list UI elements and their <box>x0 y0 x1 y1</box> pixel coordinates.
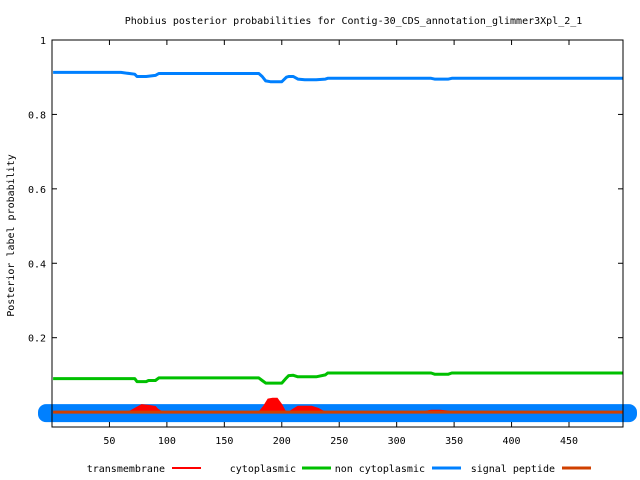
x-tick-label: 150 <box>215 436 233 447</box>
legend: transmembrane cytoplasmic non cytoplasmic s… <box>87 464 591 475</box>
series-non-cytoplasmic-line <box>53 70 623 84</box>
y-tick-label: 0.6 <box>28 185 46 196</box>
y-tick-label: 1 <box>40 36 46 47</box>
plot-area <box>51 39 624 428</box>
x-tick-label: 100 <box>158 436 176 447</box>
legend-label-transmembrane: transmembrane <box>87 464 165 475</box>
x-tick-label: 300 <box>388 436 406 447</box>
legend-label-signal-peptide: signal peptide <box>471 464 555 475</box>
series-cytoplasmic-line <box>53 371 623 385</box>
x-tick-label: 50 <box>103 436 115 447</box>
x-tick-label: 250 <box>330 436 348 447</box>
legend-label-non-cytoplasmic: non cytoplasmic <box>335 464 425 475</box>
x-tick-label: 450 <box>560 436 578 447</box>
x-tick-label: 400 <box>503 436 521 447</box>
plot-frame <box>51 39 624 428</box>
y-tick-label: 0.4 <box>28 259 46 270</box>
y-tick-label: 0.2 <box>28 334 46 345</box>
x-tick-label: 200 <box>273 436 291 447</box>
y-axis-label: Posterior label probability <box>6 154 17 317</box>
y-tick-label: 0.8 <box>28 110 46 121</box>
chart-title: Phobius posterior probabilities for Cont… <box>125 16 583 27</box>
series-layer <box>38 39 637 428</box>
legend-label-cytoplasmic: cytoplasmic <box>230 464 296 475</box>
x-tick-label: 350 <box>445 436 463 447</box>
